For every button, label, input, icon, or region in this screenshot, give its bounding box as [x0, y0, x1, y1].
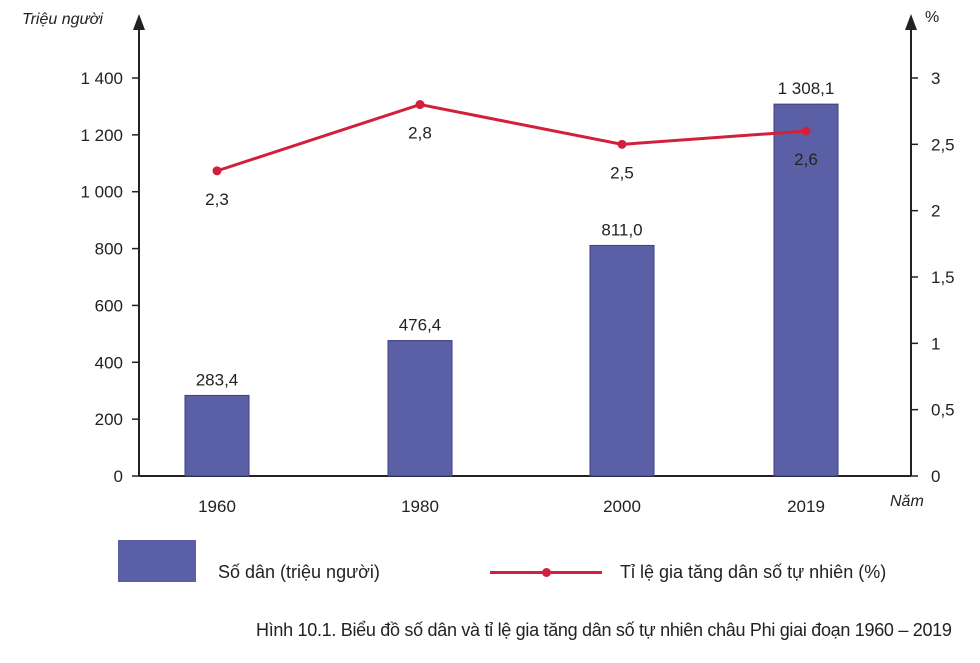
figure-caption: Hình 10.1. Biểu đồ số dân và tỉ lệ gia t…: [256, 620, 952, 640]
right-tick-label: 3: [931, 69, 940, 88]
y-axis-right-arrow: [905, 14, 917, 30]
y-axis-right-title: %: [925, 9, 939, 26]
bar-data-label: 811,0: [601, 220, 642, 239]
legend: Số dân (triệu người) Tỉ lệ gia tăng dân …: [0, 540, 980, 590]
line-data-label: 2,3: [205, 190, 229, 209]
left-tick-label: 1 000: [80, 183, 123, 202]
bar-data-label: 1 308,1: [778, 79, 835, 98]
left-tick-label: 600: [95, 296, 123, 315]
left-tick-label: 800: [95, 240, 123, 259]
right-tick-label: 1: [931, 334, 940, 353]
right-tick-label: 1,5: [931, 268, 955, 287]
left-tick-label: 200: [95, 410, 123, 429]
x-tick-label: 2019: [787, 497, 825, 516]
y-axis-left-title: Triệu người: [22, 11, 103, 28]
legend-line-label: Tỉ lệ gia tăng dân số tự nhiên (%): [620, 562, 887, 582]
line-data-label: 2,8: [408, 124, 432, 143]
right-tick-label: 2,5: [931, 135, 955, 154]
left-tick-label: 1 200: [80, 126, 123, 145]
bar: [773, 103, 839, 477]
combo-chart: 0 200 400 600 800 1 000 1 200 1 400 0 0,5 1 1,5 2 2,…: [22, 9, 955, 516]
line-point: [212, 166, 222, 176]
right-tick-label: 2: [931, 202, 940, 221]
right-tick-label: 0,5: [931, 401, 955, 420]
legend-bar-label: Số dân (triệu người): [218, 562, 380, 582]
left-tick-label: 0: [114, 467, 123, 486]
left-tick-group: 0 200 400 600 800 1 000 1 200 1 400: [80, 69, 139, 486]
line-point: [617, 139, 627, 149]
line-point: [415, 100, 425, 110]
line-series-path: [216, 102, 807, 173]
x-tick-label: 2000: [603, 497, 641, 516]
line-point: [801, 126, 811, 136]
bar: [589, 244, 655, 477]
legend-line-marker: [542, 568, 551, 577]
bar: [387, 340, 453, 477]
bar-series: [184, 103, 839, 477]
bar: [184, 394, 250, 477]
left-tick-label: 1 400: [80, 69, 123, 88]
line-data-label: 2,5: [610, 163, 634, 182]
right-tick-label: 0: [931, 467, 940, 486]
x-tick-group: 1960 1980 2000 2019: [198, 497, 825, 516]
left-tick-label: 400: [95, 353, 123, 372]
bar-data-label: 283,4: [196, 370, 239, 389]
x-axis-title: Năm: [890, 493, 924, 510]
y-axis-left-arrow: [133, 14, 145, 30]
bar-label-group: 283,4 476,4 811,0 1 308,1: [196, 79, 835, 389]
x-tick-label: 1960: [198, 497, 236, 516]
right-tick-group: 0 0,5 1 1,5 2 2,5 3: [911, 69, 955, 486]
bar-data-label: 476,4: [399, 316, 442, 335]
line-label-group: 2,3 2,8 2,5 2,6: [205, 124, 818, 209]
legend-bar-swatch: [118, 540, 196, 582]
x-tick-label: 1980: [401, 497, 439, 516]
line-point-group: [212, 100, 811, 176]
line-data-label: 2,6: [794, 150, 818, 169]
